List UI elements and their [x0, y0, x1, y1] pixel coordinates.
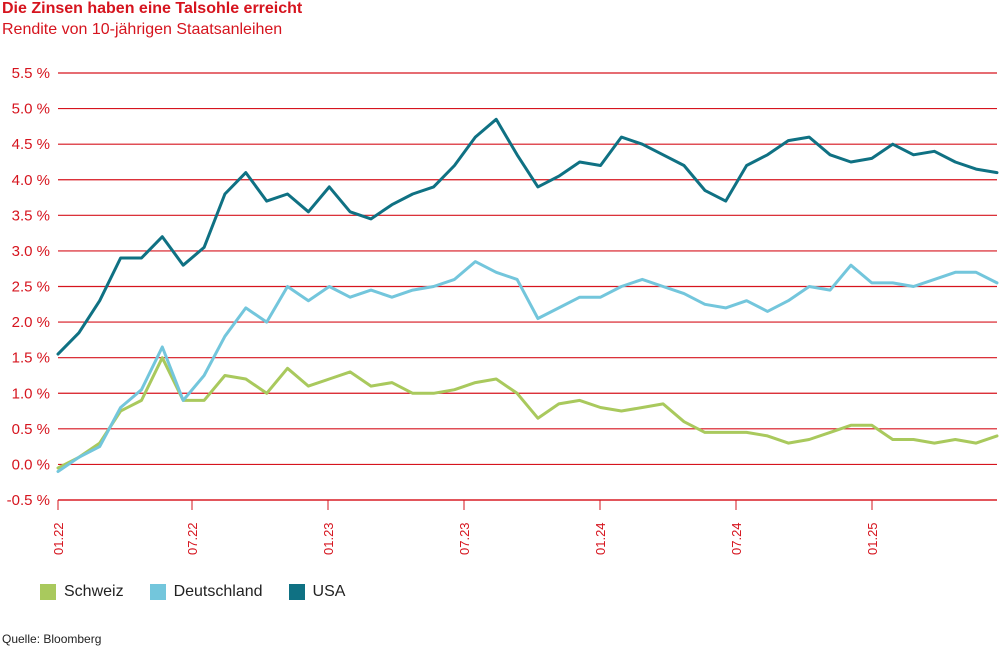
legend-item-schweiz: Schweiz	[40, 583, 124, 601]
legend-swatch-deutschland	[149, 584, 166, 600]
x-tick-label: 07.22	[185, 522, 200, 555]
legend-label-usa: USA	[312, 583, 346, 600]
y-tick-label: 4.0 %	[12, 172, 50, 189]
source-note: Quelle: Bloomberg	[2, 632, 102, 646]
y-tick-label: 0.5 %	[12, 421, 50, 438]
series-line-schweiz	[56, 356, 999, 470]
legend-item-deutschland: Deutschland	[149, 583, 263, 601]
y-tick-label: 1.5 %	[12, 350, 50, 367]
legend-swatch-usa	[288, 584, 305, 600]
x-tick-label: 07.24	[729, 522, 744, 555]
y-tick-label: 3.5 %	[12, 207, 50, 224]
chart-subtitle: Rendite von 10-jährigen Staatsanleihen	[2, 21, 283, 38]
legend: Schweiz Deutschland USA	[40, 583, 345, 601]
y-tick-label: 4.5 %	[12, 136, 50, 153]
series-line-deutschland	[56, 260, 999, 473]
legend-label-deutschland: Deutschland	[173, 583, 263, 600]
y-tick-label: -0.5 %	[7, 492, 50, 509]
legend-label-schweiz: Schweiz	[64, 583, 124, 600]
y-tick-label: 3.0 %	[12, 243, 50, 260]
x-tick-label: 01.24	[593, 522, 608, 555]
y-tick-label: 5.5 %	[12, 65, 50, 82]
legend-swatch-schweiz	[40, 584, 56, 600]
y-tick-label: 1.0 %	[12, 385, 50, 402]
series-line-usa	[56, 117, 999, 356]
x-tick-label: 01.22	[51, 522, 66, 555]
y-tick-label: 2.0 %	[12, 314, 50, 331]
legend-item-usa: USA	[288, 583, 346, 601]
x-tick-label: 01.25	[865, 522, 880, 555]
y-tick-label: 5.0 %	[12, 101, 50, 118]
y-tick-label: 2.5 %	[12, 279, 50, 296]
x-tick-label: 07.23	[457, 522, 472, 555]
y-tick-label: 0.0 %	[12, 456, 50, 473]
chart-title: Die Zinsen haben eine Talsohle erreicht	[2, 0, 303, 17]
x-tick-label: 01.23	[321, 522, 336, 555]
